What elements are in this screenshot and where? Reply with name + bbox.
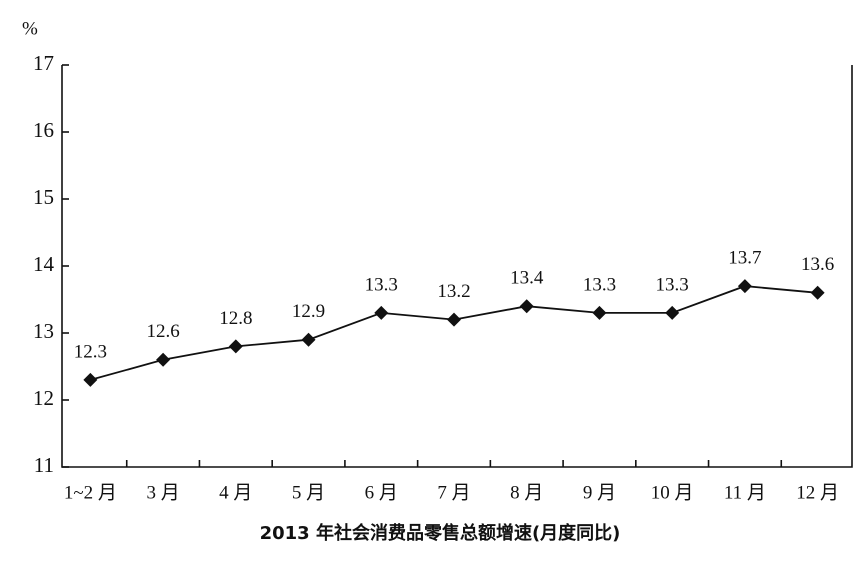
y-tick-label: 11: [34, 453, 54, 477]
data-label: 13.3: [365, 274, 398, 295]
data-point: [156, 352, 171, 367]
x-tick-label: 4 月: [219, 482, 252, 503]
data-label: 12.3: [74, 341, 107, 362]
y-tick-label: 14: [33, 252, 55, 276]
data-label: 13.2: [437, 281, 470, 302]
data-label: 12.6: [146, 321, 179, 342]
x-tick-label: 6 月: [365, 482, 398, 503]
data-point: [374, 305, 389, 320]
data-label: 13.3: [583, 274, 616, 295]
y-tick-label: 17: [33, 51, 54, 75]
x-tick-label: 9 月: [583, 482, 616, 503]
x-tick-label: 12 月: [796, 482, 839, 503]
data-point: [592, 305, 607, 320]
chart-title: 2013 年社会消费品零售总额增速(月度同比): [260, 522, 621, 544]
data-point: [519, 299, 534, 314]
x-tick-label: 10 月: [651, 482, 694, 503]
y-tick-label: 16: [33, 118, 54, 142]
x-tick-label: 8 月: [510, 482, 543, 503]
y-axis-label: %: [22, 18, 38, 39]
x-tick-label: 3 月: [146, 482, 179, 503]
data-point: [228, 339, 243, 354]
data-point: [447, 312, 461, 327]
data-point: [665, 305, 680, 320]
data-label: 13.4: [510, 268, 544, 289]
data-point: [737, 279, 752, 294]
y-tick-label: 15: [33, 185, 54, 209]
data-point: [301, 332, 316, 347]
data-label: 13.6: [801, 254, 834, 275]
y-tick-label: 13: [33, 319, 54, 343]
data-label: 12.8: [219, 308, 252, 329]
x-tick-label: 11 月: [724, 482, 766, 503]
data-label: 12.9: [292, 301, 325, 322]
x-tick-label: 1~2 月: [64, 482, 117, 503]
data-label: 13.7: [728, 247, 761, 268]
x-tick-label: 5 月: [292, 482, 325, 503]
data-point: [810, 285, 825, 300]
data-point: [83, 372, 98, 387]
data-label: 13.3: [656, 274, 689, 295]
x-tick-label: 7 月: [437, 482, 470, 503]
y-tick-label: 12: [33, 386, 54, 410]
